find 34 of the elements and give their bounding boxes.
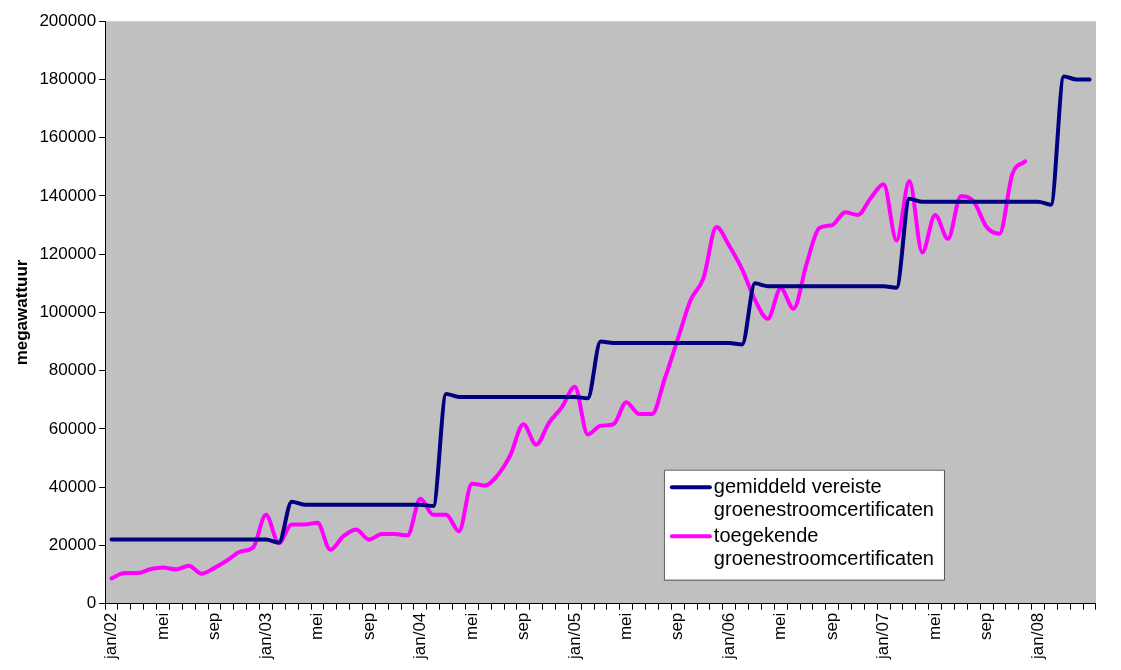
x-tick-label: mei <box>461 612 481 641</box>
x-tick-label: mei <box>152 612 172 641</box>
x-tick-label: jan/06 <box>718 612 738 661</box>
x-tick-label: sep <box>821 612 841 641</box>
y-axis-title: megawattuur <box>11 259 31 366</box>
x-tick-label: mei <box>615 612 635 641</box>
y-tick-label: 20000 <box>48 535 97 555</box>
x-tick-label: jan/02 <box>101 612 121 661</box>
x-tick-label: mei <box>307 612 327 641</box>
x-tick-label: sep <box>513 612 533 641</box>
line-series <box>109 74 1092 545</box>
x-tick-label: sep <box>358 612 378 641</box>
x-tick-label: mei <box>924 612 944 641</box>
y-tick-label: 80000 <box>48 360 97 380</box>
x-tick-label: sep <box>976 612 996 641</box>
y-tick-label: 180000 <box>39 69 97 89</box>
y-tick-label: 120000 <box>39 243 97 263</box>
x-tick-label: jan/05 <box>564 612 584 661</box>
y-tick-label: 60000 <box>48 418 97 438</box>
x-tick-label: sep <box>667 612 687 641</box>
y-tick-label: 200000 <box>39 10 97 30</box>
y-tick-label: 140000 <box>39 185 97 205</box>
x-tick-label: mei <box>770 612 790 641</box>
x-tick-label: jan/08 <box>1027 612 1047 661</box>
x-tick-label: jan/07 <box>873 612 893 661</box>
y-tick-label: 40000 <box>48 476 97 496</box>
x-tick-label: jan/03 <box>255 612 275 661</box>
y-tick-label: 100000 <box>39 302 97 322</box>
x-tick-label: jan/04 <box>410 612 430 661</box>
legend-label: toegekende groenestroomcertificaten <box>713 523 934 569</box>
y-tick-label: 0 <box>86 593 97 613</box>
x-tick-label: sep <box>204 612 224 641</box>
y-tick-label: 160000 <box>39 127 97 147</box>
line-series <box>109 159 1028 581</box>
